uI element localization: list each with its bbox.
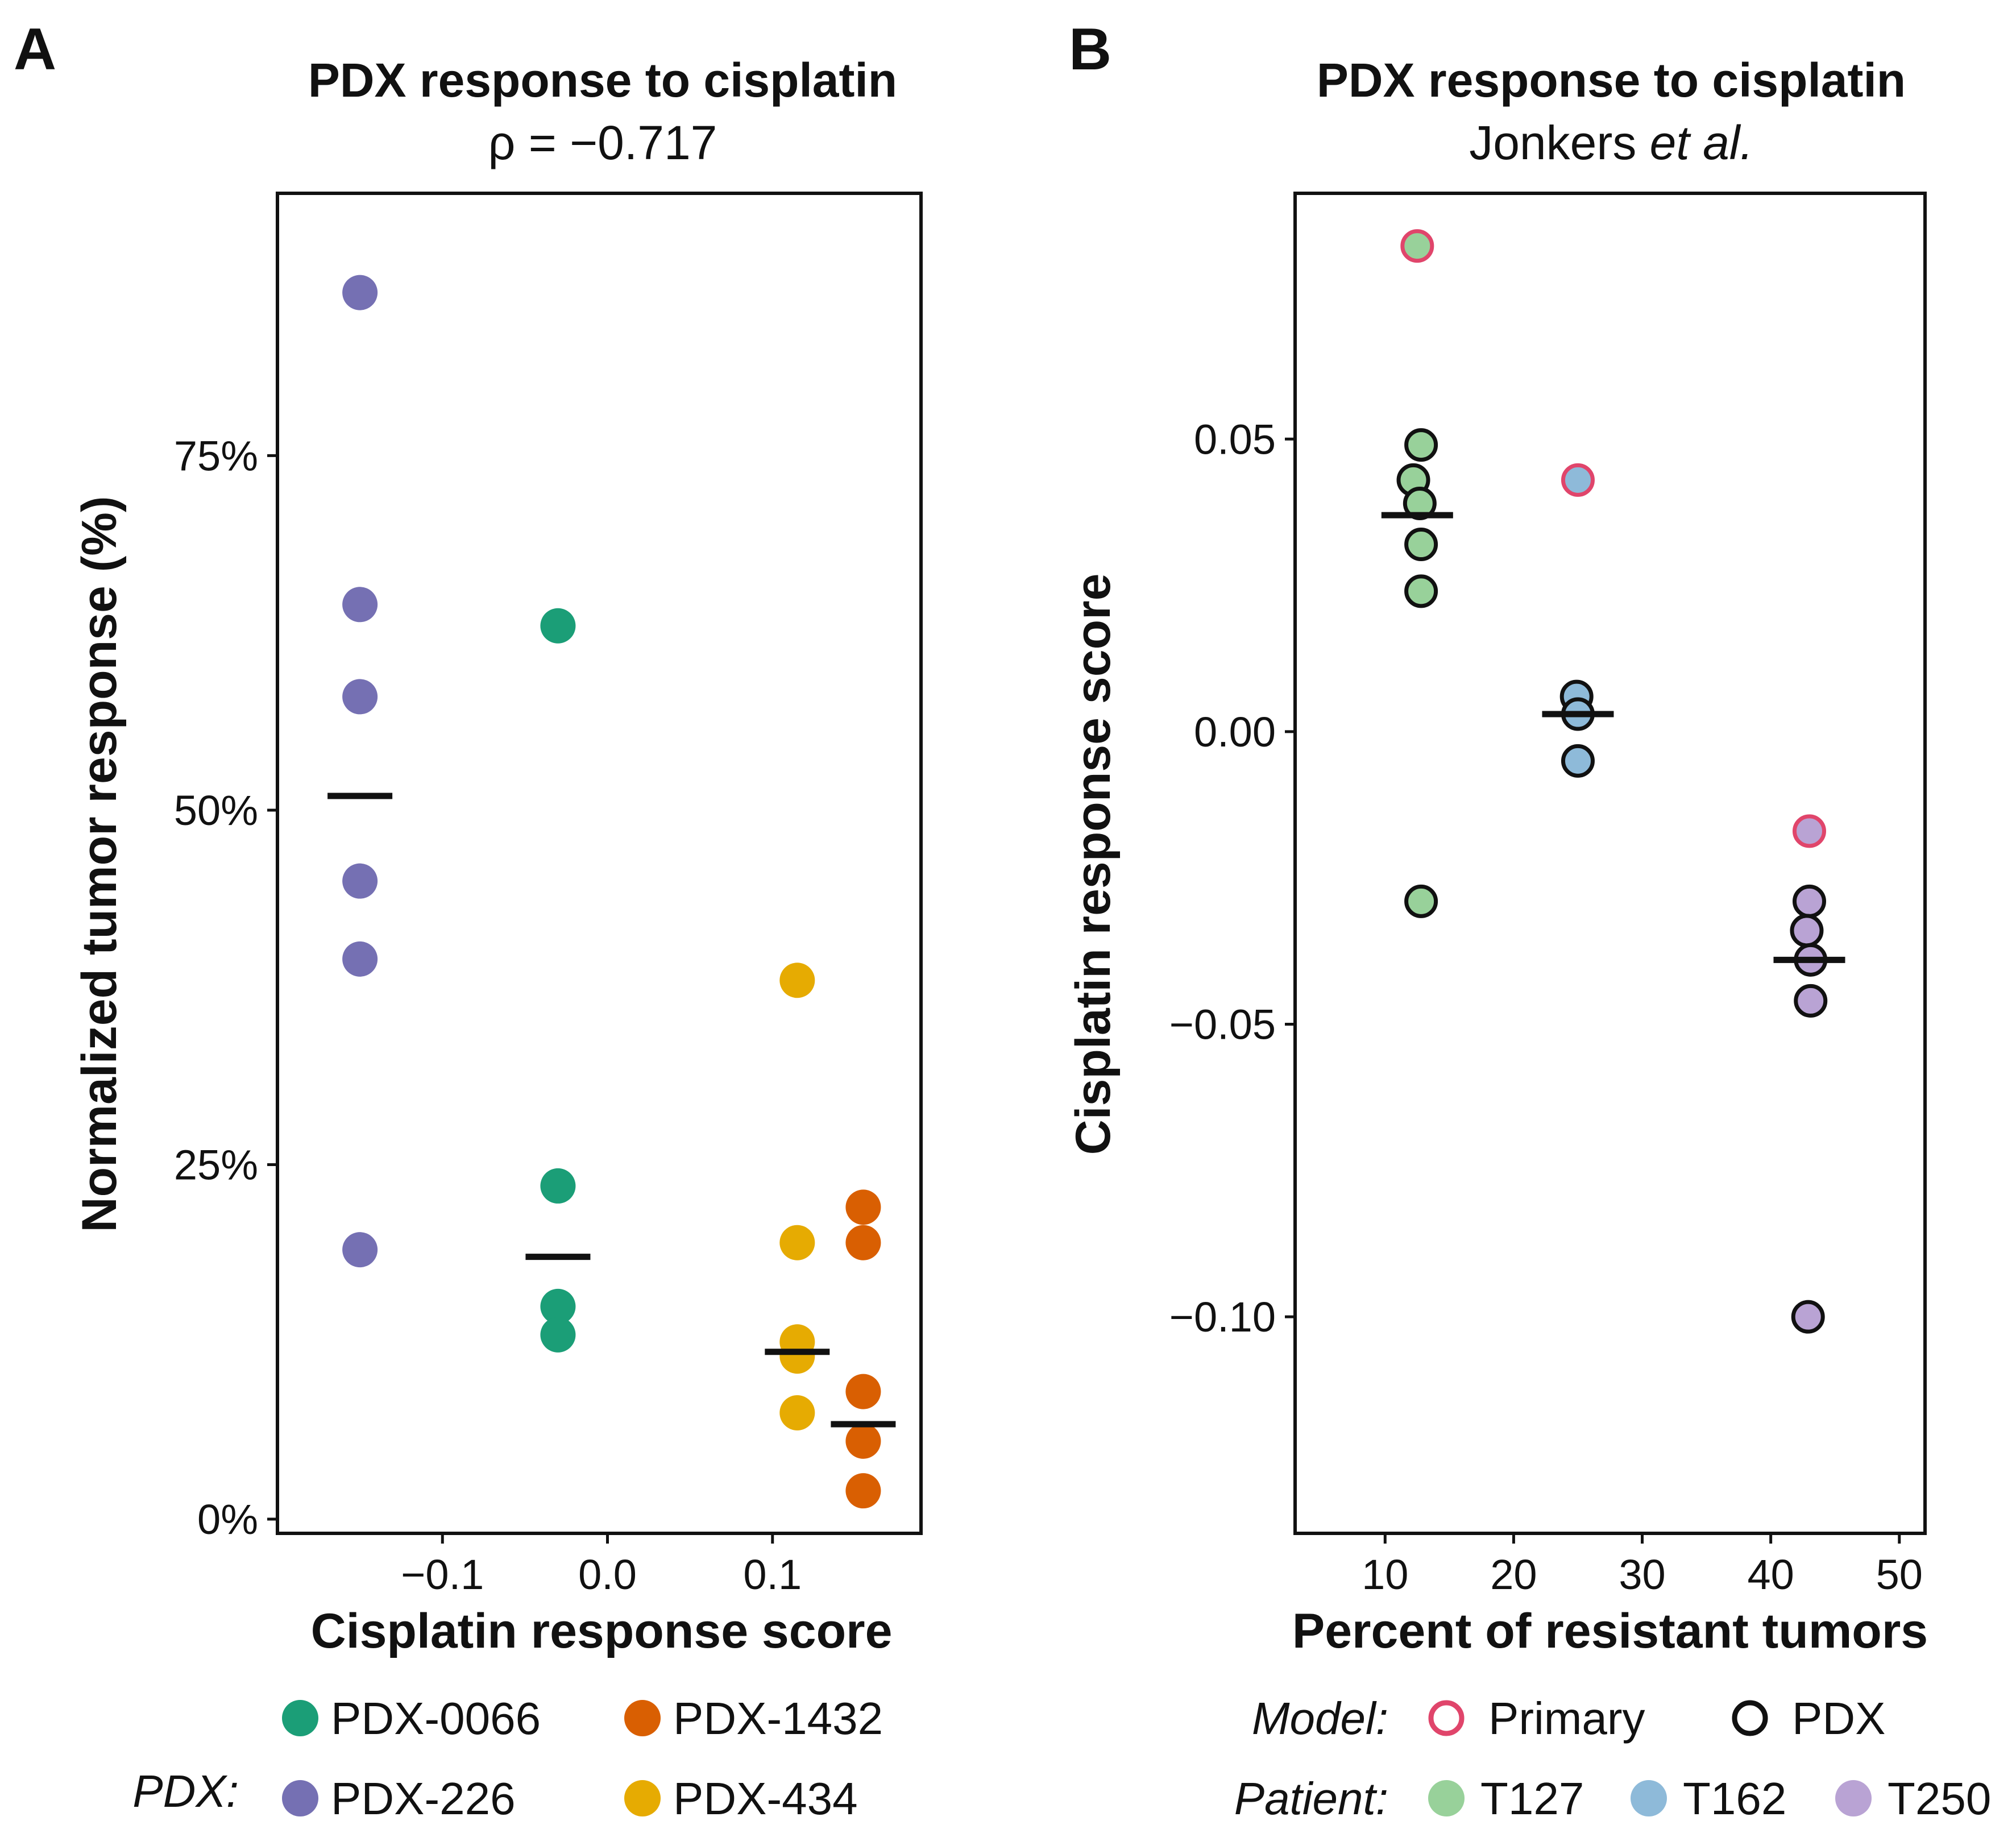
panel-a-legend: PDX: PDX-0066 PDX-1432 PDX-226 PDX-434 xyxy=(132,1693,883,1824)
legend-label-t127: T127 xyxy=(1480,1773,1584,1824)
legend-swatch-pdx-434 xyxy=(624,1780,661,1816)
legend-swatch-pdx-1432 xyxy=(624,1700,661,1736)
point-pdx-t250 xyxy=(1792,884,1826,918)
legend-swatch-pdx xyxy=(1732,1700,1768,1736)
panel-a-plot-frame xyxy=(276,192,923,1535)
point-pdx-226 xyxy=(342,275,378,310)
y-tick-label: 75% xyxy=(174,432,258,479)
panel-b-plot-frame xyxy=(1293,192,1927,1535)
point-pdx-1432 xyxy=(845,1473,881,1509)
point-pdx-0066 xyxy=(540,1168,576,1204)
y-tick-label: −0.05 xyxy=(1169,1001,1276,1048)
point-pdx-226 xyxy=(342,679,378,715)
series-pdx-226 xyxy=(327,275,393,1268)
panel-b-subtitle-etal: et al. xyxy=(1650,116,1753,169)
panel-a-points xyxy=(327,275,896,1509)
y-tick-label: 0% xyxy=(197,1496,258,1543)
legend-swatch-primary xyxy=(1428,1700,1465,1736)
series-pdx-1432 xyxy=(831,1189,896,1509)
point-pdx-434 xyxy=(779,1225,815,1260)
panel-b-subtitle: Jonkers et al. xyxy=(1469,116,1753,169)
point-pdx-1432 xyxy=(845,1189,881,1225)
x-tick-label: 30 xyxy=(1619,1551,1665,1598)
panel-letter-a: A xyxy=(14,16,56,82)
patient-legend-title: Patient: xyxy=(1234,1773,1388,1824)
point-pdx-t127 xyxy=(1404,574,1438,608)
point-primary-t250 xyxy=(1792,814,1826,848)
panel-a-axes: −0.1 0.0 0.1 0% 25% 50% 75% xyxy=(174,432,802,1598)
point-pdx-226 xyxy=(342,587,378,623)
series-pdx-0066 xyxy=(525,608,591,1353)
panel-b-legend: Model: Primary PDX Patient: T127 T162 T2… xyxy=(1234,1693,1992,1824)
x-tick-label: −0.1 xyxy=(401,1551,484,1598)
point-pdx-t250 xyxy=(1790,914,1824,948)
model-legend-title: Model: xyxy=(1252,1693,1388,1744)
x-tick-label: 50 xyxy=(1876,1551,1923,1598)
point-pdx-t127 xyxy=(1404,428,1438,462)
point-pdx-0066 xyxy=(540,1317,576,1353)
legend-label-pdx-0066: PDX-0066 xyxy=(331,1693,541,1744)
x-tick-label: 40 xyxy=(1747,1551,1794,1598)
legend-label-pdx-226: PDX-226 xyxy=(331,1773,516,1824)
legend-swatch-pdx-0066 xyxy=(282,1700,318,1736)
point-pdx-434 xyxy=(779,1338,815,1374)
y-tick-label: 50% xyxy=(174,787,258,834)
legend-label-pdx: PDX xyxy=(1792,1693,1886,1744)
panel-b-axes: 10 20 30 40 50 −0.10 −0.05 0.00 0.05 xyxy=(1169,416,1923,1598)
point-pdx-t127 xyxy=(1404,528,1438,562)
legend-swatch-pdx-226 xyxy=(282,1780,318,1816)
panel-b-title: PDX response to cisplatin xyxy=(1317,53,1906,107)
point-primary-t162 xyxy=(1561,463,1595,497)
point-pdx-t162 xyxy=(1561,744,1595,778)
x-tick-label: 0.0 xyxy=(578,1551,637,1598)
x-tick-label: 0.1 xyxy=(743,1551,802,1598)
point-pdx-t250 xyxy=(1791,1300,1825,1334)
y-tick-label: 25% xyxy=(174,1142,258,1189)
panel-a-x-label: Cisplatin response score xyxy=(311,1604,893,1658)
legend-swatch-t250 xyxy=(1835,1780,1872,1816)
point-pdx-434 xyxy=(779,963,815,998)
point-pdx-0066 xyxy=(540,608,576,644)
legend-label-primary: Primary xyxy=(1488,1693,1645,1744)
point-primary-t127 xyxy=(1400,229,1434,263)
point-pdx-226 xyxy=(342,863,378,899)
point-pdx-1432 xyxy=(845,1374,881,1409)
legend-label-pdx-434: PDX-434 xyxy=(673,1773,858,1824)
panel-b-x-label: Percent of resistant tumors xyxy=(1292,1604,1928,1658)
point-pdx-0066 xyxy=(540,1288,576,1324)
y-tick-label: 0.05 xyxy=(1194,416,1276,463)
panel-letter-b: B xyxy=(1069,16,1111,82)
y-tick-label: 0.00 xyxy=(1194,708,1276,756)
point-pdx-226 xyxy=(342,941,378,977)
point-pdx-1432 xyxy=(845,1225,881,1260)
panel-a-subtitle: ρ = −0.717 xyxy=(488,116,717,169)
legend-label-t162: T162 xyxy=(1683,1773,1786,1824)
series-t250 xyxy=(1773,814,1845,1334)
x-tick-label: 10 xyxy=(1362,1551,1408,1598)
legend-label-pdx-1432: PDX-1432 xyxy=(673,1693,883,1744)
panel-b-points xyxy=(1381,229,1845,1334)
panel-b-y-label: Cisplatin response score xyxy=(1066,574,1121,1155)
point-pdx-1432 xyxy=(845,1423,881,1459)
panel-b-subtitle-author: Jonkers xyxy=(1469,116,1649,169)
x-tick-label: 20 xyxy=(1490,1551,1537,1598)
point-pdx-t250 xyxy=(1794,984,1828,1018)
series-pdx-434 xyxy=(765,963,830,1430)
point-pdx-226 xyxy=(342,1232,378,1268)
panel-a-y-label: Normalized tumor response (%) xyxy=(72,496,127,1233)
series-t162 xyxy=(1542,463,1614,778)
point-pdx-t127 xyxy=(1404,884,1438,918)
legend-swatch-t162 xyxy=(1631,1780,1667,1816)
panel-a-title: PDX response to cisplatin xyxy=(308,53,897,107)
point-pdx-434 xyxy=(779,1395,815,1430)
legend-label-t250: T250 xyxy=(1888,1773,1991,1824)
legend-swatch-t127 xyxy=(1428,1780,1465,1816)
series-t127 xyxy=(1381,229,1453,918)
pdx-legend-title: PDX: xyxy=(132,1766,239,1816)
y-tick-label: −0.10 xyxy=(1169,1293,1276,1341)
